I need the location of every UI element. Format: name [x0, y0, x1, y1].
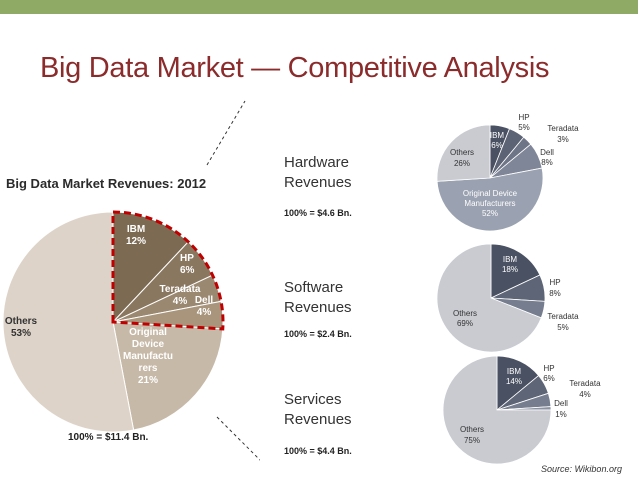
connector-line-bottom — [216, 416, 263, 463]
data-label-line: Teradata — [160, 284, 201, 295]
data-label-line: HP — [180, 253, 194, 264]
data-label-line: Manufactu — [123, 351, 173, 362]
data-label-others: Others 53% — [5, 316, 38, 339]
hardware-total-label: 100% = $4.6 Bn. — [284, 208, 352, 218]
data-label-hp: HP 6% — [180, 253, 195, 276]
data-label-line: 21% — [138, 375, 158, 386]
data-label-line: Original — [129, 327, 167, 338]
data-label-teradata: Teradata 4% — [160, 284, 201, 307]
data-label-line: 4% — [197, 307, 212, 318]
vendor-highlight-outline — [111, 210, 225, 331]
data-label-dell: Dell 4% — [195, 295, 214, 318]
segment-title-line: Services — [284, 391, 342, 408]
source-note: Source: Wikibon.org — [541, 464, 622, 474]
services-panel: Services Revenues 100% = $4.4 Bn. — [260, 347, 638, 465]
data-label-ibm: IBM 12% — [126, 224, 146, 247]
pie-0: IBM 12%HP 6%Teradata 4% Dell 4%Original Device… — [2, 210, 225, 433]
pie-slice-others — [2, 211, 135, 433]
hardware-panel: Hardware Revenues 100% = $4.6 Bn. — [260, 101, 638, 234]
data-label-line: Dell — [195, 295, 214, 306]
data-label-line: rers — [139, 363, 158, 374]
segment-title-line: Revenues — [284, 411, 352, 428]
segment-title-line: Revenues — [284, 299, 352, 316]
segment-title-line: Hardware — [284, 154, 350, 171]
data-label-line: Others — [5, 316, 38, 327]
data-label-line: 4% — [173, 296, 188, 307]
segment-title-line: Software — [284, 279, 344, 296]
data-label-line: Device — [132, 339, 165, 350]
hardware-segment-title: Hardware Revenues — [284, 153, 352, 193]
software-total-label: 100% = $2.4 Bn. — [284, 329, 352, 339]
software-segment-title: Software Revenues — [284, 278, 352, 318]
main-total-label: 100% = $11.4 Bn. — [68, 432, 149, 443]
segment-title-line: Revenues — [284, 174, 352, 191]
data-label-original-device-manufacturers: Original Device Manufactu rers 21% — [123, 327, 173, 386]
data-label-line: 53% — [11, 328, 31, 339]
software-panel: Software Revenues 100% = $2.4 Bn. — [260, 234, 638, 346]
data-label-line: 12% — [126, 236, 146, 247]
page-title: Big Data Market — Competitive Analysis — [40, 52, 550, 84]
connector-line-top — [206, 100, 246, 166]
data-label-line: 6% — [180, 265, 195, 276]
top-accent-bar — [0, 0, 638, 14]
services-total-label: 100% = $4.4 Bn. — [284, 446, 352, 456]
data-label-line: IBM — [127, 224, 145, 235]
services-segment-title: Services Revenues — [284, 390, 352, 430]
pie-slice-original-device-manufacturers — [112, 321, 224, 431]
main-chart-title: Big Data Market Revenues: 2012 — [6, 176, 207, 191]
